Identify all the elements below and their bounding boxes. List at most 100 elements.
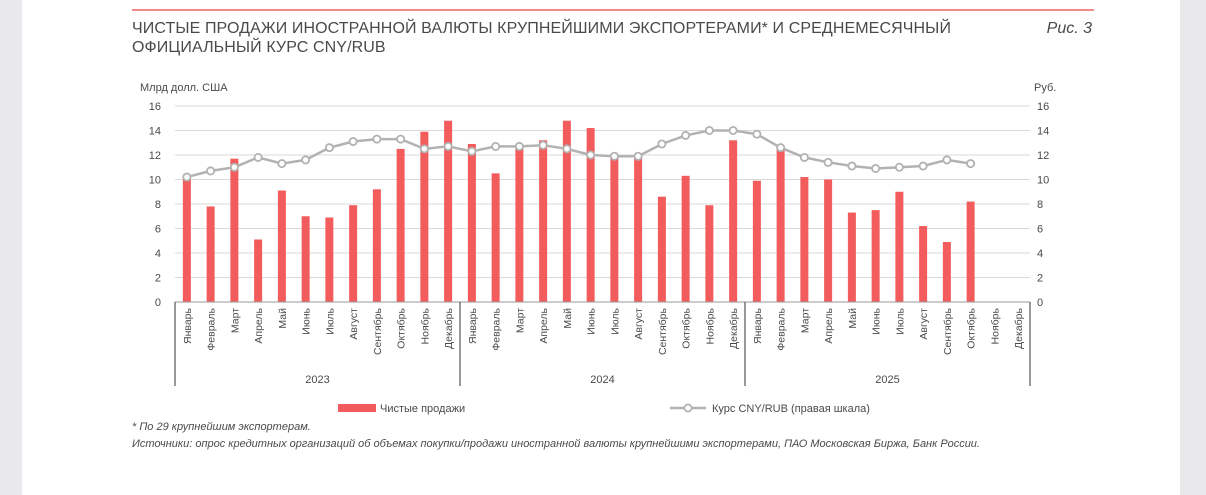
bar: [657, 196, 666, 302]
bar: [895, 191, 904, 302]
rate-marker: [419, 144, 429, 154]
y-tick-label-right: 16: [1037, 101, 1049, 113]
rate-marker: [396, 134, 406, 144]
x-tick-label: Май: [562, 308, 574, 329]
rate-marker: [942, 155, 952, 165]
y-tick-label-left: 4: [155, 248, 161, 260]
rate-marker: [776, 143, 786, 153]
rate-marker: [348, 137, 358, 147]
bar: [610, 156, 619, 302]
rate-line: [186, 129, 971, 179]
x-tick-label: Май: [847, 308, 859, 329]
rate-marker: [752, 129, 762, 139]
bar: [681, 175, 690, 302]
top-rule: [132, 9, 1094, 11]
x-tick-label: Июль: [609, 307, 621, 334]
x-tick-label: Март: [799, 308, 811, 333]
bar: [277, 190, 286, 302]
x-tick-label: Октябрь: [966, 307, 978, 348]
x-tick-label: Сентябрь: [372, 307, 384, 355]
x-tick-label: Июнь: [586, 307, 598, 334]
bar: [729, 140, 738, 302]
x-year-label: 2024: [590, 374, 614, 386]
x-tick-label: Декабрь: [728, 307, 740, 348]
legend-line-marker: [683, 403, 693, 413]
y-tick-label-left: 12: [149, 150, 161, 162]
x-tick-label: Июнь: [871, 307, 883, 334]
y-tick-label-right: 4: [1037, 248, 1043, 260]
y-tick-label-left: 10: [149, 175, 161, 187]
figure-number: Рис. 3: [1046, 20, 1092, 37]
rate-marker: [704, 126, 714, 136]
x-tick-label: Июнь: [301, 307, 313, 334]
bar: [800, 177, 809, 302]
x-tick-label: Ноябрь: [989, 307, 1001, 344]
bar: [776, 147, 785, 302]
y-tick-label-right: 6: [1037, 224, 1043, 236]
bar: [586, 128, 595, 302]
rate-marker: [633, 151, 643, 161]
x-tick-label: Ноябрь: [704, 307, 716, 344]
x-tick-label: Март: [229, 308, 241, 333]
x-tick-label: Июль: [894, 307, 906, 334]
figure-card: ЧИСТЫЕ ПРОДАЖИ ИНОСТРАННОЙ ВАЛЮТЫ КРУПНЕ…: [22, 0, 1180, 495]
y-tick-label-right: 12: [1037, 150, 1049, 162]
bar: [752, 180, 761, 302]
bar: [420, 131, 429, 302]
x-tick-label: Февраль: [776, 307, 788, 350]
x-tick-label: Апрель: [253, 307, 265, 343]
bar: [634, 157, 643, 302]
bar: [515, 147, 524, 302]
bar: [824, 179, 833, 302]
bar: [372, 189, 381, 302]
x-tick-label: Октябрь: [396, 307, 408, 348]
bar: [467, 143, 476, 302]
sources-note: Источники: опрос кредитных организаций о…: [132, 438, 980, 450]
rate-marker: [182, 172, 192, 182]
x-tick-label: Июль: [324, 307, 336, 334]
bar: [562, 120, 571, 302]
x-tick-label: Февраль: [206, 307, 218, 350]
rate-marker: [871, 163, 881, 173]
x-year-label: 2025: [875, 374, 899, 386]
x-tick-label: Октябрь: [681, 307, 693, 348]
rate-marker: [823, 157, 833, 167]
rate-marker: [324, 143, 334, 153]
bar: [206, 206, 215, 302]
y-tick-label-left: 8: [155, 199, 161, 211]
x-tick-label: Ноябрь: [419, 307, 431, 344]
y-axis-right-label: Руб.: [1034, 82, 1056, 94]
x-tick-label: Март: [514, 308, 526, 333]
bar: [942, 241, 951, 302]
rate-marker: [586, 150, 596, 160]
x-tick-label: Август: [633, 308, 645, 340]
bar: [847, 212, 856, 302]
rate-marker: [966, 159, 976, 169]
bar: [919, 226, 928, 302]
y-tick-label-left: 0: [155, 297, 161, 309]
rate-marker: [847, 161, 857, 171]
x-tick-label: Август: [918, 308, 930, 340]
bar: [705, 205, 714, 302]
x-tick-label: Декабрь: [1013, 307, 1025, 348]
rate-marker: [514, 141, 524, 151]
y-tick-label-left: 14: [149, 126, 161, 138]
bar: [966, 201, 975, 302]
y-tick-label-right: 8: [1037, 199, 1043, 211]
bar: [491, 173, 500, 302]
bar: [254, 239, 263, 302]
legend-line-label: Курс CNY/RUB (правая шкала): [712, 403, 870, 415]
rate-marker: [657, 139, 667, 149]
bar: [230, 158, 239, 302]
legend-bar-swatch: [338, 404, 376, 412]
rate-marker: [491, 141, 501, 151]
bar: [444, 120, 453, 302]
x-tick-label: Май: [277, 308, 289, 329]
rate-marker: [277, 159, 287, 169]
bar: [301, 216, 310, 302]
x-tick-label: Февраль: [491, 307, 503, 350]
rate-marker: [229, 162, 239, 172]
figure-title-line-1: ЧИСТЫЕ ПРОДАЖИ ИНОСТРАННОЙ ВАЛЮТЫ КРУПНЕ…: [132, 20, 952, 37]
rate-marker: [538, 140, 548, 150]
bar: [349, 205, 358, 302]
